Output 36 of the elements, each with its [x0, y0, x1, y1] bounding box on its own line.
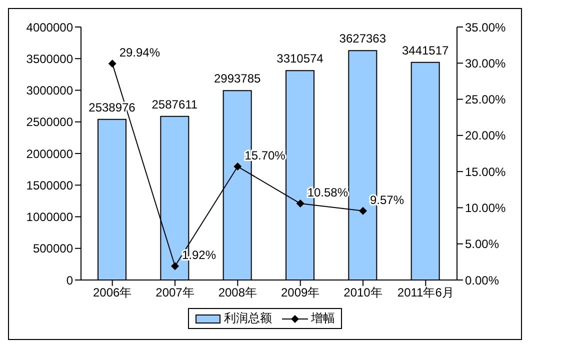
y2-tick-label: 30.00%	[465, 56, 506, 70]
y2-tick-label: 25.00%	[465, 92, 506, 107]
y-tick-label: 2000000	[26, 146, 74, 161]
y-tick-label: 1000000	[26, 210, 74, 224]
y2-tick-label: 0.00%	[465, 273, 500, 288]
y-tick-label: 1500000	[26, 178, 74, 192]
point	[108, 60, 116, 68]
x-tick-label: 2010年	[344, 286, 382, 300]
point	[234, 162, 242, 171]
y-tick-label: 4000000	[26, 20, 74, 34]
x-tick-label: 2008年	[218, 286, 258, 300]
legend-label: 增幅	[310, 310, 335, 327]
y-tick-label: 0	[66, 273, 74, 288]
point	[359, 206, 367, 215]
legend-label: 利润总额	[223, 310, 272, 327]
data-label: 3441517	[402, 43, 450, 58]
x-tick-label: 2007年	[156, 286, 194, 300]
y-tick-label: 2500000	[26, 115, 74, 130]
y2-tick-label: 20.00%	[465, 128, 506, 143]
data-label: 3310574	[276, 52, 324, 66]
y2-tick-label: 10.00%	[465, 200, 506, 215]
data-label: 3627363	[339, 32, 386, 46]
y2-tick-label: 5.00%	[465, 237, 500, 252]
point	[296, 200, 304, 208]
x-tick-label: 2006年	[92, 286, 132, 300]
x-tick-label: 2009年	[280, 286, 320, 300]
y2-tick-label: 35.00%	[465, 20, 506, 34]
y-tick-label: 3500000	[26, 52, 74, 66]
x-tick-label: 2011年6月	[397, 286, 454, 300]
data-label: 2993785	[214, 72, 262, 86]
y2-tick-label: 15.00%	[465, 164, 506, 179]
data-label: 29.94%	[119, 46, 160, 60]
point	[171, 262, 179, 270]
data-label: 2587611	[152, 97, 198, 112]
y-tick-label: 500000	[32, 242, 74, 256]
y-tick-label: 3000000	[26, 84, 74, 98]
